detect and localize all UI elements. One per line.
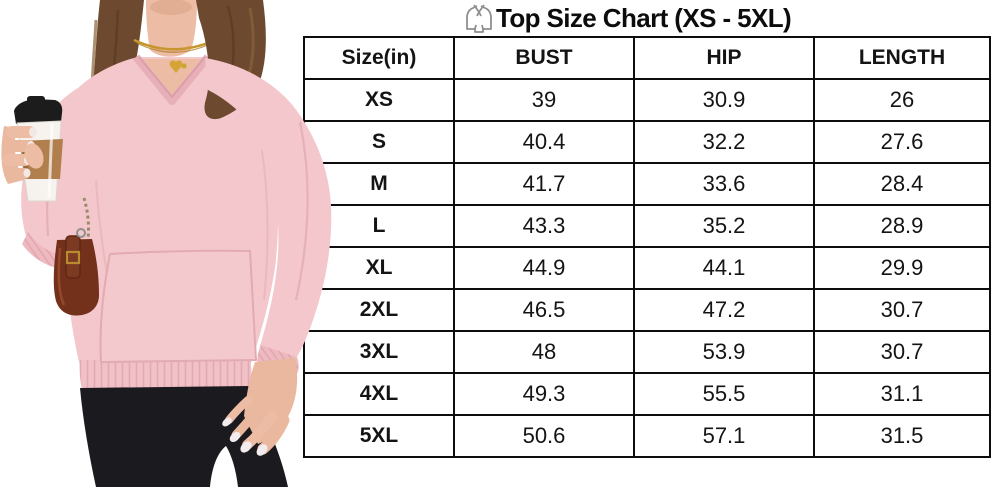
size-value: 27.6 xyxy=(813,120,991,164)
size-value: 29.9 xyxy=(813,246,991,290)
necklace xyxy=(133,38,214,73)
neck xyxy=(146,0,197,57)
size-value: 33.6 xyxy=(633,162,815,206)
size-value: 49.3 xyxy=(453,372,635,416)
size-value: 35.2 xyxy=(633,204,815,248)
size-label: 2XL xyxy=(303,288,455,332)
left-sleeve xyxy=(21,88,85,271)
size-row-xs: XS 39 30.9 26 xyxy=(303,78,991,122)
size-label: M xyxy=(303,162,455,206)
kangaroo-pocket xyxy=(99,249,257,363)
hair-right xyxy=(196,0,266,120)
column-header-size-in-: Size(in) xyxy=(303,36,455,80)
size-row-5xl: 5XL 50.6 57.1 31.5 xyxy=(303,414,991,458)
hem-band xyxy=(79,360,252,390)
size-value: 47.2 xyxy=(633,288,815,332)
size-value: 46.5 xyxy=(453,288,635,332)
size-value: 53.9 xyxy=(633,330,815,374)
size-row-3xl: 3XL 48 53.9 30.7 xyxy=(303,330,991,374)
size-label: S xyxy=(303,120,455,164)
top-garment-icon xyxy=(466,4,492,33)
size-label: 5XL xyxy=(303,414,455,458)
size-row-l: L 43.3 35.2 28.9 xyxy=(303,204,991,248)
column-header-hip: HIP xyxy=(633,36,815,80)
size-value: 30.9 xyxy=(633,78,815,122)
size-row-xl: XL 44.9 44.1 29.9 xyxy=(303,246,991,290)
chart-title: Top Size Chart (XS - 5XL) xyxy=(496,2,792,33)
coffee-cup xyxy=(14,96,63,202)
size-value: 57.1 xyxy=(633,414,815,458)
size-value: 28.4 xyxy=(813,162,991,206)
sweatshirt-torso xyxy=(57,57,279,366)
size-value: 31.1 xyxy=(813,372,991,416)
size-label: XL xyxy=(303,246,455,290)
size-value: 41.7 xyxy=(453,162,635,206)
size-value: 48 xyxy=(453,330,635,374)
size-value: 32.2 xyxy=(633,120,815,164)
resting-hand xyxy=(222,358,298,456)
size-value: 40.4 xyxy=(453,120,635,164)
v-neckline xyxy=(132,54,212,105)
size-value: 26 xyxy=(813,78,991,122)
size-row-2xl: 2XL 46.5 47.2 30.7 xyxy=(303,288,991,332)
size-row-m: M 41.7 33.6 28.4 xyxy=(303,162,991,206)
size-row-s: S 40.4 32.2 27.6 xyxy=(303,120,991,164)
size-value: 30.7 xyxy=(813,330,991,374)
size-chart-body: XS 39 30.9 26 S 40.4 32.2 27.6 M 41.7 33.6 28.4 L 43.… xyxy=(303,78,991,458)
size-label: 4XL xyxy=(303,372,455,416)
size-value: 50.6 xyxy=(453,414,635,458)
holding-hand xyxy=(1,126,44,184)
size-chart-header-row: Size(in) BUST HIP LENGTH xyxy=(303,36,991,80)
size-label: XS xyxy=(303,78,455,122)
leggings xyxy=(80,386,288,487)
chart-title-bar: Top Size Chart (XS - 5XL) xyxy=(464,1,792,35)
size-value: 44.9 xyxy=(453,246,635,290)
size-row-4xl: 4XL 49.3 55.5 31.1 xyxy=(303,372,991,416)
column-header-length: LENGTH xyxy=(813,36,991,80)
bag-chain xyxy=(82,197,90,241)
column-header-bust: BUST xyxy=(453,36,635,80)
hair xyxy=(85,0,144,175)
size-label: L xyxy=(303,204,455,248)
size-value: 43.3 xyxy=(453,204,635,248)
size-value: 55.5 xyxy=(633,372,815,416)
size-value: 44.1 xyxy=(633,246,815,290)
size-value: 30.7 xyxy=(813,288,991,332)
size-value: 31.5 xyxy=(813,414,991,458)
size-value: 28.9 xyxy=(813,204,991,248)
handbag xyxy=(53,228,99,316)
size-value: 39 xyxy=(453,78,635,122)
size-label: 3XL xyxy=(303,330,455,374)
size-chart-table: Size(in) BUST HIP LENGTH XS 39 30.9 26 S 40.4 32.… xyxy=(303,36,991,458)
